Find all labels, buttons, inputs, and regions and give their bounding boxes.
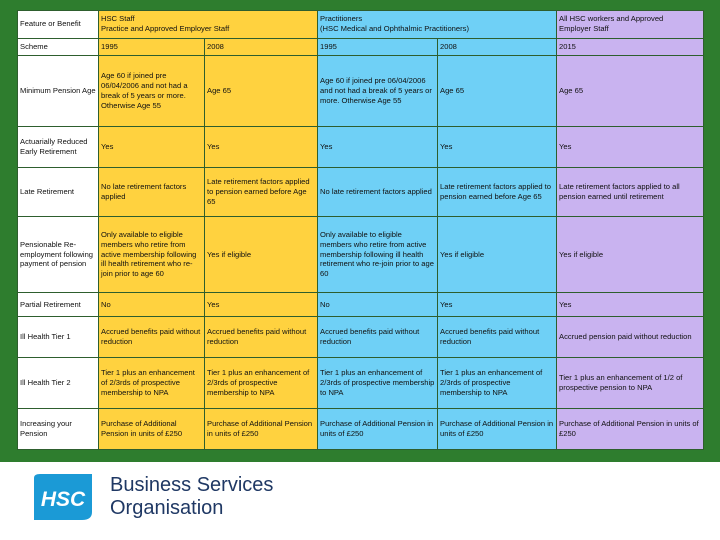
table-cell: Tier 1 plus an enhancement of 2/3rds of …	[436, 357, 558, 410]
table-cell: 1995	[317, 37, 438, 56]
table-cell: No	[317, 291, 438, 318]
table-cell: Purchase of Additional Pension in units …	[98, 408, 205, 450]
table-cell: Age 65	[556, 54, 705, 128]
hsc-logo-text: HSC	[41, 488, 86, 511]
table-cell: Purchase of Additional Pension in units …	[436, 408, 558, 450]
table-cell: Accrued benefits paid without reduction	[436, 316, 558, 359]
table-row: Actuarially Reduced Early Retirement Yes…	[17, 126, 705, 169]
table-row: Increasing your Pension Purchase of Addi…	[17, 408, 705, 450]
table-cell: Yes	[556, 126, 705, 169]
feature-cell: Minimum Pension Age	[17, 54, 99, 128]
header-practitioners: Practitioners (HSC Medical and Ophthalmi…	[316, 10, 558, 39]
pension-comparison-table: Feature or Benefit HSC Staff Practice an…	[17, 10, 705, 450]
feature-cell: Pensionable Re-employment following paym…	[17, 216, 99, 293]
table-cell: Age 65	[436, 54, 558, 128]
table-cell: Tier 1 plus an enhancement of 2/3rds of …	[98, 357, 205, 410]
table-row: Scheme 1995 2008 1995 2008 2015	[17, 37, 705, 56]
table-cell: Yes if eligible	[556, 216, 705, 293]
table-cell: 1995	[98, 37, 205, 56]
header-all-workers: All HSC workers and Approved Employer St…	[556, 10, 705, 39]
hsc-logo: HSC	[32, 472, 96, 524]
feature-cell: Actuarially Reduced Early Retirement	[17, 126, 99, 169]
table-cell: Accrued benefits paid without reduction	[204, 316, 318, 359]
table-row: Partial Retirement No Yes No Yes Yes	[17, 291, 705, 318]
table-row: Minimum Pension Age Age 60 if joined pre…	[17, 54, 705, 128]
table-cell: Age 60 if joined pre 06/04/2006 and not …	[317, 54, 438, 128]
table-cell: Purchase of Additional Pension in units …	[556, 408, 705, 450]
feature-cell: Ill Health Tier 2	[17, 357, 99, 410]
table-row: Pensionable Re-employment following paym…	[17, 216, 705, 293]
header-feature: Feature or Benefit	[17, 10, 99, 39]
table-cell: Yes if eligible	[436, 216, 558, 293]
table-cell: Tier 1 plus an enhancement of 2/3rds of …	[204, 357, 318, 410]
table-header-row: Feature or Benefit HSC Staff Practice an…	[17, 10, 705, 39]
header-hsc-staff: HSC Staff Practice and Approved Employer…	[98, 10, 318, 39]
table-cell: Purchase of Additional Pension in units …	[204, 408, 318, 450]
table-row: Ill Health Tier 2 Tier 1 plus an enhance…	[17, 357, 705, 410]
table-frame: Feature or Benefit HSC Staff Practice an…	[0, 0, 720, 462]
feature-cell: Late Retirement	[17, 167, 99, 218]
table-cell: Yes	[556, 291, 705, 318]
table-cell: Yes	[98, 126, 205, 169]
table-cell: No	[98, 291, 205, 318]
table-cell: Age 60 if joined pre 06/04/2006 and not …	[98, 54, 205, 128]
table-cell: Purchase of Additional Pension in units …	[317, 408, 438, 450]
table-cell: Late retirement factors applied to all p…	[556, 167, 705, 218]
table-cell: Only available to eligible members who r…	[98, 216, 205, 293]
table-cell: Tier 1 plus an enhancement of 1/2 of pro…	[556, 357, 705, 410]
table-cell: Tier 1 plus an enhancement of 2/3rds of …	[317, 357, 438, 410]
table-row: Late Retirement No late retirement facto…	[17, 167, 705, 218]
table-cell: Age 65	[204, 54, 318, 128]
table-cell: 2015	[556, 37, 705, 56]
table-cell: Accrued pension paid without reduction	[556, 316, 705, 359]
table-cell: Accrued benefits paid without reduction	[98, 316, 205, 359]
table-cell: 2008	[204, 37, 318, 56]
feature-cell: Increasing your Pension	[17, 408, 99, 450]
table-cell: Yes	[204, 126, 318, 169]
table-cell: Yes	[317, 126, 438, 169]
feature-cell: Ill Health Tier 1	[17, 316, 99, 359]
table-cell: No late retirement factors applied	[98, 167, 205, 218]
org-line-2: Organisation	[110, 497, 224, 519]
table-cell: Yes	[436, 291, 558, 318]
table-cell: Yes if eligible	[204, 216, 318, 293]
table-cell: Yes	[436, 126, 558, 169]
table-cell: No late retirement factors applied	[317, 167, 438, 218]
table-cell: Late retirement factors applied to pensi…	[204, 167, 318, 218]
table-cell: Only available to eligible members who r…	[317, 216, 438, 293]
feature-cell: Scheme	[17, 37, 99, 56]
org-line-1: Business Services	[110, 474, 274, 496]
table-cell: Accrued benefits paid without reduction	[317, 316, 438, 359]
organisation-name: Business Services Organisation	[110, 474, 273, 520]
table-cell: Yes	[204, 291, 318, 318]
table-cell: 2008	[436, 37, 558, 56]
table-cell: Late retirement factors applied to pensi…	[436, 167, 558, 218]
table-row: Ill Health Tier 1 Accrued benefits paid …	[17, 316, 705, 359]
feature-cell: Partial Retirement	[17, 291, 99, 318]
